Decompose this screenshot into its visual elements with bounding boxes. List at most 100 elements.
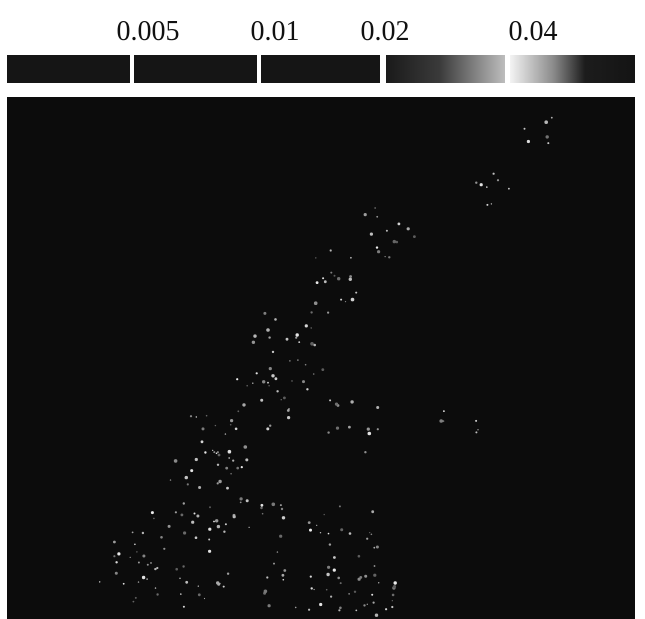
speckle [315,281,319,284]
speckle [269,424,272,427]
speckle [230,419,234,423]
speckle [263,311,267,315]
speckle [154,587,157,589]
speckle [313,588,315,591]
speckle [348,593,350,595]
speckle [373,573,377,577]
speckle [194,457,198,462]
speckle [99,581,101,583]
speckle [391,593,395,597]
speckle [369,532,371,534]
speckle [333,274,336,277]
speckle [194,536,198,539]
speckle [281,573,285,577]
speckle [182,565,185,568]
speckle [183,531,187,535]
speckle [237,410,240,413]
speckle [208,527,212,531]
speckle [197,593,201,597]
speckle [295,333,299,337]
speckle [242,403,246,407]
speckle [261,512,264,515]
speckle [327,311,330,314]
speckle [197,585,199,587]
speckle [209,506,211,509]
speckle [310,311,313,314]
speckle [375,246,379,249]
speckle [329,399,332,402]
speckle [369,232,373,236]
image-panel [7,97,635,619]
speckle [115,561,118,564]
speckle [150,511,154,515]
speckle [344,301,347,303]
speckle [376,406,380,409]
speckle [475,419,478,422]
speckle [313,343,317,347]
speckle [366,427,370,431]
speckle [260,398,264,402]
speckle [309,575,312,578]
speckle [228,457,231,459]
speckle [366,603,368,605]
speckle [373,546,376,549]
speckle [167,524,171,528]
speckle [308,608,311,611]
speckle [216,463,220,466]
speckle [129,556,131,559]
speckle [338,609,341,612]
speckle [486,203,489,206]
speckle [271,374,275,378]
speckle [191,520,195,524]
speckle [226,486,229,490]
speckle [371,510,375,514]
speckle [182,502,185,505]
speckle [174,511,177,514]
speckle [349,275,352,278]
speckle [326,572,330,577]
speckle [337,277,341,281]
speckle [156,566,159,570]
speckle [218,479,222,484]
speckle [156,593,159,596]
speckle [182,605,185,608]
speckle [266,576,269,579]
speckle [327,532,330,535]
speckle [179,577,181,580]
colorbar-segment [510,55,635,83]
speckle [384,256,386,258]
speckle [333,556,336,559]
speckle [288,408,290,410]
speckle [216,581,220,585]
speckle [391,605,394,609]
speckle [287,416,291,420]
speckle [286,409,290,412]
speckle [371,593,374,596]
speckle [180,513,184,517]
speckle [307,521,311,524]
speckle [385,608,388,611]
speckle [268,336,271,339]
speckle [334,402,339,406]
speckle [550,116,553,119]
speckle [113,540,116,544]
speckle [146,578,148,580]
speckle [323,513,325,516]
speckle [316,524,318,526]
speckle [355,291,358,294]
speckle [224,433,227,435]
speckle [353,590,357,593]
speckle [154,567,157,571]
speckle [312,373,315,375]
speckle [372,601,375,604]
speckle [392,239,396,244]
speckle [266,427,270,431]
speckle [547,142,550,145]
speckle [239,497,243,501]
speckle [229,423,232,426]
speckle [413,235,416,239]
speckle [203,597,206,600]
speckle [279,534,283,538]
speckle [208,538,211,541]
speckle [216,482,219,485]
